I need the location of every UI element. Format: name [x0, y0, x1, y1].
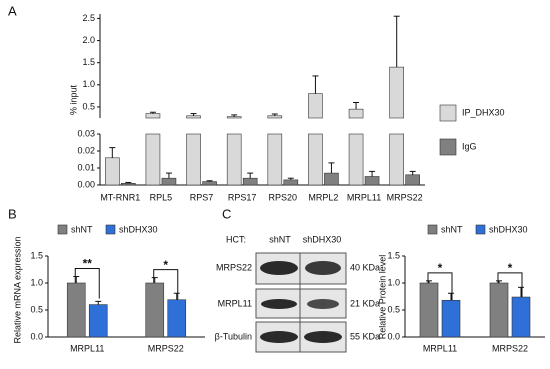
- panel-label: B: [8, 206, 17, 221]
- significance-label: *: [438, 261, 443, 275]
- bar: [186, 133, 201, 186]
- significance-label: **: [83, 257, 93, 271]
- bar: [389, 133, 404, 186]
- y-tick-label: 1.5: [82, 57, 95, 67]
- blot-protein: MRPL11: [218, 298, 252, 308]
- legend-swatch: [57, 224, 68, 235]
- bar: [267, 115, 283, 119]
- blot-size: 40 KDa: [350, 262, 380, 272]
- bar: [186, 115, 201, 119]
- y-tick-label: 0.5: [82, 101, 95, 111]
- blot-protein: MRPS22: [216, 262, 252, 272]
- bar: [167, 299, 187, 338]
- y-tick-label: 1.0: [387, 277, 400, 287]
- bar: [405, 174, 420, 186]
- legend-label: IgG: [462, 141, 477, 151]
- x-tick-label: MRPS22: [492, 343, 528, 353]
- x-tick-label: MRPL11: [347, 192, 381, 202]
- bar: [145, 282, 165, 338]
- significance-label: *: [508, 261, 513, 275]
- x-tick-label: MRPS22: [148, 343, 184, 353]
- bar: [283, 179, 299, 186]
- bar: [242, 177, 258, 186]
- y-tick-label: 0.0: [30, 331, 43, 341]
- bar: [226, 116, 242, 119]
- y-tick-label: 0.00: [77, 179, 95, 189]
- x-tick-label: RPS7: [190, 192, 214, 202]
- bar: [419, 282, 439, 338]
- y-axis-label: Relative Protein level: [377, 255, 387, 340]
- bar: [121, 183, 136, 186]
- x-tick-label: MRPL11: [423, 343, 457, 353]
- x-tick-label: RPS20: [269, 192, 298, 202]
- y-tick-label: 1.0: [30, 277, 43, 287]
- y-tick-label: 0.03: [77, 128, 95, 138]
- bar: [511, 296, 531, 338]
- y-tick-label: 0.02: [77, 145, 95, 155]
- bar: [489, 282, 509, 338]
- bar: [145, 113, 161, 119]
- significance-bracket: [74, 268, 100, 299]
- significance-bracket: [497, 272, 523, 303]
- y-tick-label: 0.5: [30, 304, 43, 314]
- legend-swatch: [427, 224, 438, 235]
- bar: [364, 176, 380, 186]
- legend-label: shDHX30: [489, 224, 528, 234]
- blot-image: [255, 252, 347, 353]
- blot-header: HCT:: [226, 234, 246, 244]
- bar: [308, 93, 323, 119]
- y-axis-label: % input: [68, 84, 78, 115]
- legend-label: shNT: [441, 224, 463, 234]
- legend-label: IP_DHX30: [462, 107, 505, 117]
- lane-label: shDHX30: [303, 234, 342, 244]
- y-tick-label: 2.5: [82, 13, 95, 23]
- bar: [324, 172, 339, 186]
- legend-swatch: [105, 224, 116, 235]
- lane-label: shNT: [269, 234, 291, 244]
- panel-label: A: [8, 3, 17, 18]
- y-tick-label: 1.5: [30, 250, 43, 260]
- significance-bracket: [153, 269, 179, 300]
- y-tick-label: 1.5: [387, 250, 400, 260]
- x-tick-label: RPS17: [228, 192, 257, 202]
- blot-size: 21 KDa: [350, 298, 380, 308]
- bar: [308, 133, 323, 186]
- x-tick-label: MRPS22: [387, 192, 423, 202]
- bar: [226, 133, 242, 186]
- bar: [66, 282, 86, 338]
- panel-label: C: [222, 206, 231, 221]
- bar: [389, 66, 404, 119]
- bar: [348, 108, 364, 119]
- y-axis-label: Relative mRNA expression: [12, 236, 22, 343]
- legend-label: shDHX30: [119, 224, 158, 234]
- x-tick-label: MT-RNR1: [100, 192, 140, 202]
- significance-label: *: [163, 258, 168, 272]
- legend-label: shNT: [71, 224, 93, 234]
- y-tick-label: 1.0: [82, 79, 95, 89]
- y-tick-label: 0.01: [77, 162, 95, 172]
- y-tick-label: 0.0: [387, 331, 400, 341]
- bar: [145, 133, 161, 186]
- bar: [267, 133, 283, 186]
- x-tick-label: MRPL2: [308, 192, 338, 202]
- legend-swatch: [439, 138, 457, 156]
- blot-protein: β-Tubulin: [215, 331, 252, 341]
- bar: [348, 133, 364, 186]
- y-tick-label: 2.0: [82, 35, 95, 45]
- legend-swatch: [439, 104, 457, 122]
- bar: [161, 177, 177, 186]
- bar: [441, 299, 461, 338]
- x-tick-label: MRPL11: [70, 343, 104, 353]
- y-tick-label: 0.5: [387, 304, 400, 314]
- bar: [88, 304, 108, 338]
- significance-bracket: [427, 272, 453, 303]
- bar: [105, 157, 120, 186]
- blot-size: 55 KDa: [350, 331, 380, 341]
- x-tick-label: RPL5: [150, 192, 173, 202]
- bar: [202, 181, 217, 186]
- legend-swatch: [475, 224, 486, 235]
